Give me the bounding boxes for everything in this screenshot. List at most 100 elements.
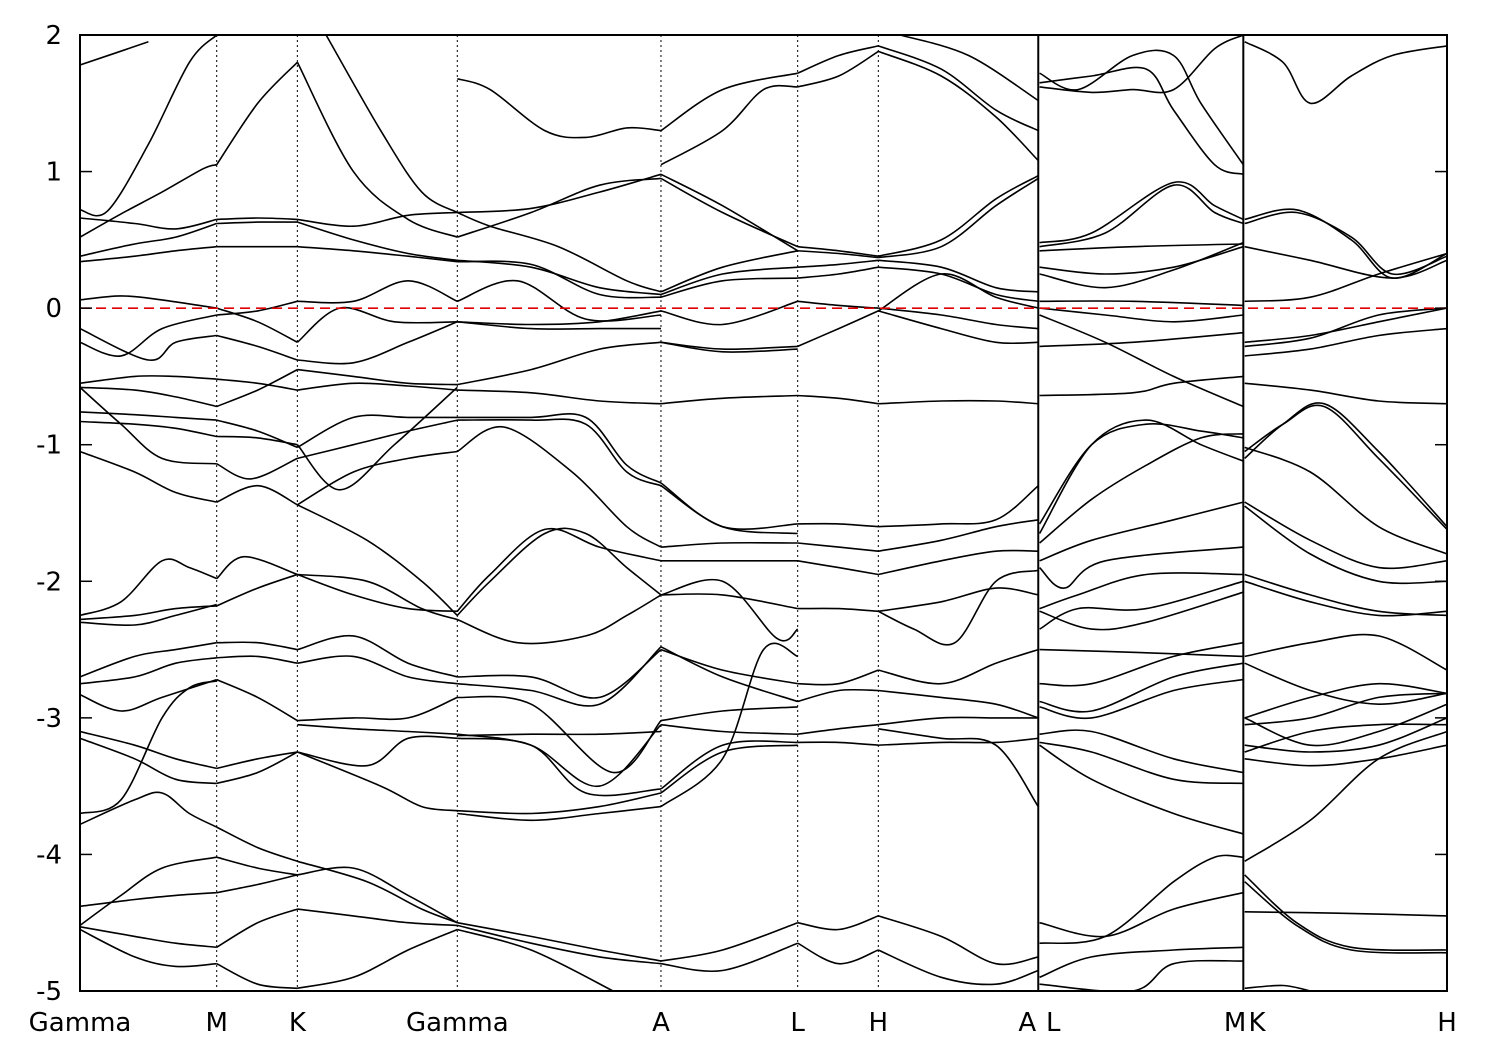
band-line-144 — [797, 522, 879, 528]
y-tick-label-4: -2 — [36, 567, 62, 597]
band-line-226 — [1244, 662, 1447, 706]
band-line-224 — [1244, 580, 1447, 617]
band-line-148 — [797, 669, 879, 686]
band-line-98 — [457, 648, 662, 699]
band-line-210 — [1244, 208, 1447, 279]
band-line-66 — [297, 419, 458, 460]
band-line-195 — [1039, 572, 1244, 610]
band-line-176 — [877, 949, 1039, 986]
band-line-60 — [296, 306, 458, 343]
band-line-93 — [457, 418, 662, 487]
band-line-56 — [297, 211, 458, 228]
band-line-194 — [1039, 546, 1244, 589]
y-tick-label-3: -1 — [36, 431, 62, 461]
band-line-57 — [297, 221, 458, 262]
band-line-201 — [1039, 678, 1244, 720]
band-line-31 — [216, 221, 298, 225]
band-line-25 — [80, 891, 217, 908]
band-line-225 — [1244, 633, 1447, 671]
band-line-193 — [1039, 501, 1244, 562]
band-line-13 — [80, 386, 217, 465]
band-line-197 — [1039, 591, 1244, 631]
y-tick-label-0: 2 — [45, 21, 62, 51]
band-line-91 — [457, 389, 662, 405]
band-line-166 — [878, 519, 1039, 552]
band-line-118 — [660, 341, 798, 353]
band-line-0 — [80, 41, 149, 66]
band-line-172 — [878, 716, 1039, 726]
band-line-41 — [216, 484, 298, 506]
band-line-189 — [1039, 375, 1244, 397]
band-line-105 — [457, 730, 662, 737]
band-line-11 — [80, 411, 217, 421]
band-line-49 — [216, 826, 298, 863]
band-line-122 — [660, 541, 798, 548]
band-line-199 — [1039, 641, 1244, 687]
band-line-175 — [878, 915, 1039, 966]
band-line-113 — [660, 250, 798, 293]
band-line-196 — [1039, 580, 1244, 630]
band-line-114 — [660, 266, 798, 296]
band-line-65 — [296, 386, 458, 491]
band-line-107 — [457, 924, 662, 965]
band-line-153 — [797, 942, 879, 965]
band-line-28 — [80, 928, 217, 968]
band-line-5 — [80, 245, 217, 263]
band-line-75 — [297, 735, 458, 767]
band-line-142 — [797, 310, 879, 348]
band-line-73 — [297, 696, 458, 722]
band-line-4 — [80, 222, 217, 257]
band-line-233 — [1244, 730, 1447, 862]
band-line-131 — [660, 744, 798, 794]
band-line-50 — [216, 856, 298, 876]
band-line-43 — [216, 573, 298, 607]
band-line-200 — [1039, 662, 1244, 713]
y-tick-label-6: -4 — [36, 840, 62, 870]
band-line-76 — [297, 751, 458, 812]
band-line-132 — [660, 642, 799, 808]
band-line-147 — [797, 607, 879, 613]
band-line-180 — [1039, 181, 1244, 244]
band-line-26 — [80, 856, 217, 927]
band-line-63 — [297, 382, 458, 391]
x-tick-label-0: Gamma — [29, 1008, 132, 1038]
band-line-44 — [216, 641, 298, 651]
band-line-154 — [878, 45, 1039, 132]
band-line-18 — [80, 641, 217, 678]
band-line-178 — [1039, 66, 1244, 176]
band-line-229 — [1244, 692, 1447, 726]
band-line-9 — [80, 375, 217, 385]
band-line-86 — [457, 260, 662, 299]
band-line-167 — [878, 549, 1039, 576]
band-line-47 — [216, 751, 298, 770]
band-line-70 — [297, 573, 458, 621]
band-line-138 — [797, 250, 879, 259]
band-line-74 — [297, 723, 458, 735]
y-axis-ticks: 2 1 0 -1 -2 -3 -4 -5 — [36, 21, 1447, 1007]
band-line-87 — [457, 279, 662, 322]
band-line-191 — [1038, 419, 1244, 534]
x-axis-ticks: Gamma M K Gamma A L H A L M K H — [29, 1008, 1457, 1038]
x-tick-label-8: L — [1046, 1008, 1061, 1038]
band-line-222 — [1244, 505, 1447, 585]
band-line-202 — [1039, 729, 1244, 774]
band-line-232 — [1244, 717, 1447, 753]
band-line-157 — [878, 174, 1039, 257]
band-line-234 — [1244, 874, 1447, 951]
band-line-228 — [1244, 703, 1447, 747]
band-line-161 — [878, 307, 1039, 330]
band-line-136 — [797, 50, 879, 88]
x-tick-label-9: M — [1224, 1008, 1246, 1038]
band-line-110 — [660, 84, 798, 166]
x-tick-label-3: Gamma — [406, 1008, 509, 1038]
band-line-146 — [797, 560, 879, 576]
band-line-219 — [1244, 404, 1447, 530]
band-line-137 — [797, 245, 879, 257]
band-line-207 — [1039, 946, 1244, 979]
band-line-38 — [216, 419, 298, 449]
band-line-198 — [1039, 648, 1244, 658]
band-line-40 — [216, 457, 298, 480]
y-tick-label-1: 1 — [45, 158, 62, 188]
band-line-17 — [80, 603, 217, 627]
band-line-45 — [216, 655, 298, 664]
